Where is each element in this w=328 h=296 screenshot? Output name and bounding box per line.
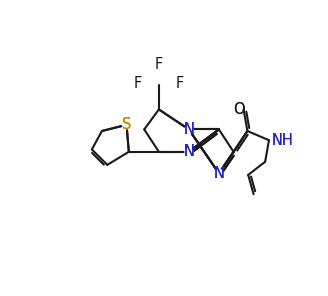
Circle shape — [185, 148, 193, 156]
Text: NH: NH — [272, 133, 294, 148]
Text: NH: NH — [272, 133, 294, 148]
Circle shape — [185, 126, 193, 133]
Text: N: N — [183, 122, 194, 137]
Text: N: N — [183, 144, 194, 159]
Text: N: N — [214, 166, 224, 181]
Text: F: F — [155, 57, 163, 73]
Circle shape — [215, 170, 223, 177]
Text: N: N — [214, 166, 224, 181]
Text: N: N — [183, 122, 194, 137]
Text: F: F — [134, 76, 142, 91]
Text: O: O — [233, 102, 245, 117]
Text: F: F — [176, 76, 184, 91]
Text: N: N — [183, 122, 194, 137]
Text: S: S — [122, 117, 131, 132]
Text: N: N — [214, 166, 224, 181]
Text: N: N — [183, 144, 194, 159]
Text: N: N — [183, 144, 194, 159]
Text: S: S — [122, 117, 131, 132]
Text: O: O — [233, 102, 245, 117]
Text: S: S — [122, 117, 131, 132]
Circle shape — [123, 121, 130, 129]
